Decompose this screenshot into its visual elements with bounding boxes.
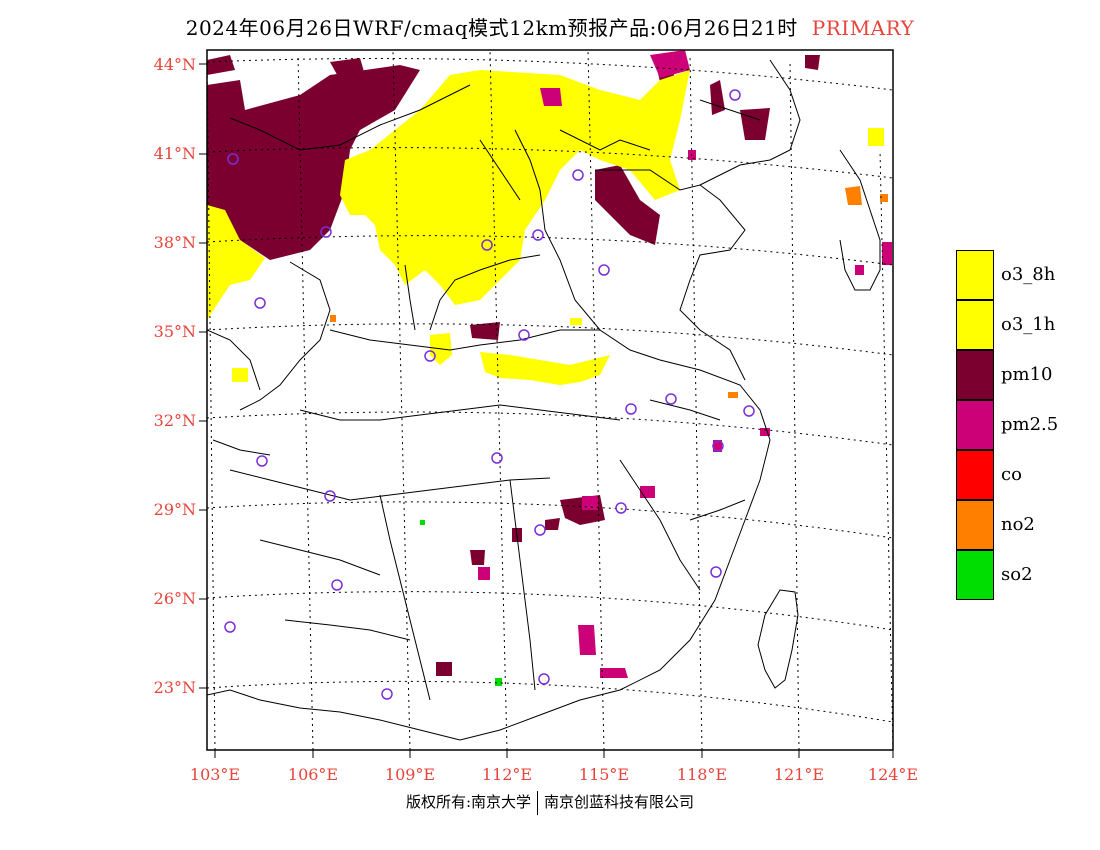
axis-ticks — [199, 63, 894, 758]
lat-label-41n: 41°N — [153, 144, 196, 163]
lon-label-112e: 112°E — [481, 765, 533, 784]
longitude-gridlines — [207, 50, 893, 750]
lat-label-23n: 23°N — [153, 678, 196, 697]
pm25-patches — [478, 50, 892, 678]
lon-label-115e: 115°E — [578, 765, 630, 784]
o3-patches — [207, 70, 884, 385]
legend-label-no2: no2 — [1001, 514, 1035, 535]
latitude-gridlines — [207, 58, 893, 723]
boundary-lines — [207, 59, 881, 741]
legend-swatch-so2 — [956, 550, 994, 600]
copyright-footer: 版权所有:南京大学 南京创蓝科技有限公司 — [0, 791, 1100, 815]
lat-label-38n: 38°N — [153, 233, 196, 252]
legend-swatch-no2 — [956, 500, 994, 550]
lat-label-32n: 32°N — [153, 411, 196, 430]
lon-label-118e: 118°E — [676, 765, 728, 784]
map-title: 2024年06月26日WRF/cmaq模式12km预报产品:06月26日21时 P… — [0, 12, 1100, 41]
legend-label-co: co — [1001, 464, 1022, 485]
lat-label-44n: 44°N — [153, 55, 196, 74]
lat-label-35n: 35°N — [153, 322, 196, 341]
legend-label-o3-1h: o3_1h — [1001, 314, 1056, 335]
title-tag: PRIMARY — [811, 16, 915, 40]
footer-separator — [537, 791, 539, 815]
lon-label-103e: 103°E — [189, 765, 241, 784]
legend-swatch-pm10 — [956, 350, 994, 400]
legend-label-so2: so2 — [1001, 564, 1033, 585]
legend-label-o3-8h: o3_8h — [1001, 264, 1056, 285]
legend-swatch-o3-8h — [956, 250, 994, 300]
copyright-right: 南京创蓝科技有限公司 — [544, 793, 695, 811]
lon-label-124e: 124°E — [867, 765, 919, 784]
taiwan-outline — [757, 589, 799, 689]
lon-label-121e: 121°E — [773, 765, 825, 784]
title-main: 2024年06月26日WRF/cmaq模式12km预报产品:06月26日21时 — [185, 16, 798, 40]
copyright-left: 版权所有:南京大学 — [405, 793, 532, 811]
map-frame — [206, 49, 894, 751]
lon-label-109e: 109°E — [384, 765, 436, 784]
lon-label-106e: 106°E — [287, 765, 339, 784]
legend-swatch-o3-1h — [956, 300, 994, 350]
so2-patches — [420, 520, 502, 686]
legend-swatch-pm25 — [956, 400, 994, 450]
lat-label-29n: 29°N — [153, 500, 196, 519]
no2-patches — [330, 186, 888, 398]
lat-label-26n: 26°N — [153, 589, 196, 608]
legend-swatch-co — [956, 450, 994, 500]
legend-label-pm10: pm10 — [1001, 364, 1053, 385]
legend-label-pm25: pm2.5 — [1001, 414, 1059, 435]
city-markers — [224, 89, 755, 700]
